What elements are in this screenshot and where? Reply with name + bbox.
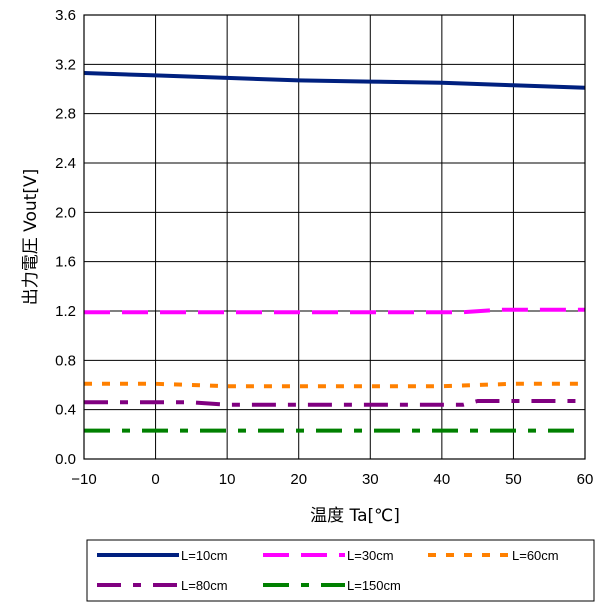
y-tick-labels: 0.0 0.4 0.8 1.2 1.6 2.0 2.4 2.8 3.2 3.6 — [55, 7, 76, 468]
y-tick-label: 3.2 — [55, 56, 76, 73]
axes — [83, 14, 586, 460]
x-tick-labels: −10 0 10 20 30 40 50 60 — [71, 471, 593, 488]
plot-area-border — [83, 14, 586, 460]
y-tick-label: 2.8 — [55, 106, 76, 123]
legend-label-0: L=10cm — [181, 548, 228, 563]
x-tick-label: −10 — [71, 471, 96, 488]
legend-label-2: L=60cm — [512, 548, 559, 563]
series-line-1 — [84, 307, 585, 315]
legend-label-1: L=30cm — [347, 548, 394, 563]
x-tick-label: 40 — [434, 471, 451, 488]
legend-label-4: L=150cm — [347, 578, 401, 593]
series-lines — [83, 71, 586, 433]
legend-label-3: L=80cm — [181, 578, 228, 593]
y-tick-label: 0.0 — [55, 451, 76, 468]
x-tick-label: 50 — [505, 471, 522, 488]
series-line-0 — [83, 71, 586, 90]
y-axis-label: 出力電圧 Vout[V] — [21, 169, 41, 305]
y-tick-label: 0.8 — [55, 352, 76, 369]
x-tick-label: 60 — [577, 471, 594, 488]
y-tick-label: 2.0 — [55, 204, 76, 221]
series-line-3 — [84, 399, 585, 407]
y-tick-label: 1.2 — [55, 303, 76, 320]
x-tick-label: 20 — [290, 471, 307, 488]
x-axis-label: 温度 Ta[℃] — [310, 506, 400, 526]
y-tick-label: 3.6 — [55, 7, 76, 24]
y-tick-label: 1.6 — [55, 254, 76, 271]
x-tick-label: 10 — [219, 471, 236, 488]
x-tick-label: 30 — [362, 471, 379, 488]
series-line-2 — [84, 381, 585, 389]
legend: L=10cm L=30cm L=60cm L=80cm L=150cm — [86, 539, 595, 602]
x-tick-label: 0 — [151, 471, 159, 488]
y-tick-label: 0.4 — [55, 402, 76, 419]
y-tick-label: 2.4 — [55, 155, 76, 172]
legend-frame — [86, 539, 595, 602]
